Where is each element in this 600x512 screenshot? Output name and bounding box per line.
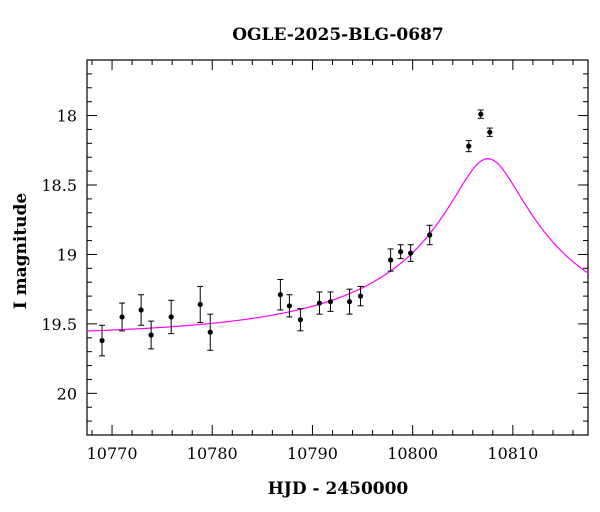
plot-frame <box>86 59 589 436</box>
data-point-marker <box>388 257 394 263</box>
data-point <box>477 109 484 119</box>
x-axis-label: HJD - 2450000 <box>268 479 409 499</box>
data-point <box>486 127 493 137</box>
y-tick-label: 19 <box>57 245 77 264</box>
data-point <box>327 291 334 312</box>
data-point-marker <box>346 299 353 305</box>
data-point <box>316 291 323 315</box>
x-tick-label: 10800 <box>387 444 438 463</box>
data-point-marker <box>197 301 203 308</box>
data-point <box>407 244 414 262</box>
data-point-marker <box>148 332 154 338</box>
data-point <box>426 224 433 246</box>
data-point <box>465 140 472 153</box>
data-point <box>99 324 106 357</box>
data-point <box>346 288 353 315</box>
data-point <box>277 278 284 311</box>
data-point <box>119 302 126 332</box>
data-point <box>286 294 293 318</box>
data-point-marker <box>327 299 334 305</box>
data-point <box>297 308 304 332</box>
data-point <box>387 248 394 272</box>
y-tick-label: 18.5 <box>41 176 77 195</box>
data-point-marker <box>138 307 144 313</box>
data-point-marker <box>207 329 213 335</box>
data-point <box>207 313 214 351</box>
x-tick-label: 10790 <box>287 444 338 463</box>
y-tick-label: 18 <box>57 107 77 126</box>
data-point-marker <box>487 129 493 135</box>
x-tick-label: 10770 <box>87 444 138 463</box>
y-tick-label: 19.5 <box>41 315 77 334</box>
data-point-marker <box>316 300 323 306</box>
data-point <box>357 285 364 307</box>
data-point-marker <box>99 337 105 344</box>
data-point-marker <box>408 250 414 256</box>
data-point-marker <box>297 317 304 323</box>
data-point <box>397 244 404 260</box>
data-point <box>197 285 204 323</box>
model-curve <box>86 158 589 332</box>
data-point-marker <box>478 111 484 117</box>
data-point-marker <box>466 143 472 149</box>
data-point-marker <box>357 293 364 299</box>
data-point-marker <box>168 314 174 320</box>
data-point-marker <box>277 292 283 298</box>
data-point-marker <box>427 232 433 238</box>
data-point-marker <box>119 314 125 320</box>
y-axis-label: I magnitude <box>11 193 31 310</box>
y-tick-label: 20 <box>57 384 77 403</box>
x-tick-label: 10810 <box>487 444 538 463</box>
x-tick-label: 10780 <box>187 444 238 463</box>
chart-title: OGLE-2025-BLG-0687 <box>232 25 444 45</box>
data-point <box>148 320 155 350</box>
data-point-marker <box>286 303 293 309</box>
data-point <box>168 299 175 335</box>
data-point-marker <box>398 249 404 255</box>
data-point <box>138 294 145 326</box>
